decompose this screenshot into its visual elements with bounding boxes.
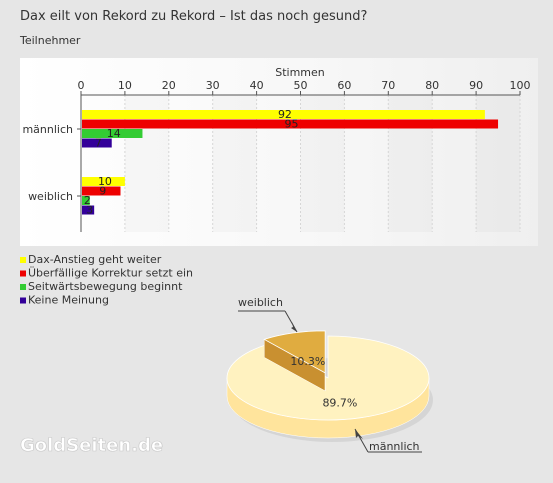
bar-value-label: 10 — [98, 175, 112, 188]
bar-0-3 — [82, 138, 112, 148]
bar-1-3 — [82, 205, 95, 215]
bar-1-0 — [82, 177, 125, 186]
x-tick-label: 40 — [250, 79, 264, 92]
bar-value-label: 95 — [285, 118, 299, 131]
x-tick-label: 0 — [78, 79, 85, 92]
legend-label: Dax-Anstieg geht weiter — [28, 253, 162, 266]
bar-value-label: 9 — [99, 185, 106, 198]
bar-value-label: 92 — [278, 108, 292, 121]
x-tick-label: 100 — [510, 79, 531, 92]
x-tick-label: 70 — [381, 79, 395, 92]
category-label: weiblich — [28, 190, 73, 203]
bar-1-1 — [82, 186, 121, 196]
legend-swatch — [20, 284, 26, 290]
x-tick-label: 80 — [425, 79, 439, 92]
pie-slice-label: männlich — [369, 440, 420, 453]
x-axis-ticks: 0 10 20 30 40 50 60 70 80 90 100 — [78, 79, 531, 232]
x-tick-label: 10 — [118, 79, 132, 92]
pie-slice-label: weiblich — [238, 296, 283, 309]
chart-title: Dax eilt von Rekord zu Rekord – Ist das … — [20, 9, 368, 24]
x-tick-label: 90 — [469, 79, 483, 92]
bar-0-2 — [82, 129, 143, 138]
pie-value-label: 89.7% — [322, 396, 357, 409]
bar-0-1 — [82, 119, 499, 129]
callout-arrow — [291, 322, 297, 332]
bar-value-label: 7 — [95, 137, 102, 150]
bar-1-2 — [82, 196, 90, 205]
bar-value-label: 3 — [86, 204, 93, 217]
category-labels: männlich weiblich — [22, 123, 81, 203]
pie-value-label: 10.3% — [290, 355, 325, 368]
x-tick-label: 20 — [162, 79, 176, 92]
bar-value-label: 14 — [107, 127, 121, 140]
x-tick-label: 30 — [206, 79, 220, 92]
legend-swatch — [20, 297, 26, 304]
legend-swatch — [20, 270, 26, 277]
bar-value-label: 2 — [84, 194, 91, 207]
legend-swatch — [20, 257, 26, 263]
legend-label: Überfällige Korrektur setzt ein — [28, 267, 193, 280]
x-tick-label: 50 — [294, 79, 308, 92]
x-tick-label: 60 — [337, 79, 351, 92]
x-axis-label: Stimmen — [275, 66, 325, 79]
category-label: männlich — [22, 123, 73, 136]
pie-chart: 89.7% 10.3% weiblich männlich — [226, 296, 433, 453]
legend-label: Keine Meinung — [28, 294, 109, 307]
bar-plot-background — [20, 58, 538, 246]
callout-arrow — [355, 429, 363, 439]
chart-subtitle: Teilnehmer — [20, 34, 81, 47]
bar-chart-panel: 0 10 20 30 40 50 60 70 80 90 100 Stimmen männlich w… — [20, 58, 538, 246]
legend-label: Seitwärtsbewegung beginnt — [28, 280, 183, 293]
bar-0-0 — [82, 110, 485, 119]
pie-slice-1 — [263, 330, 326, 374]
watermark-logo: GoldSeiten.de — [20, 435, 163, 456]
